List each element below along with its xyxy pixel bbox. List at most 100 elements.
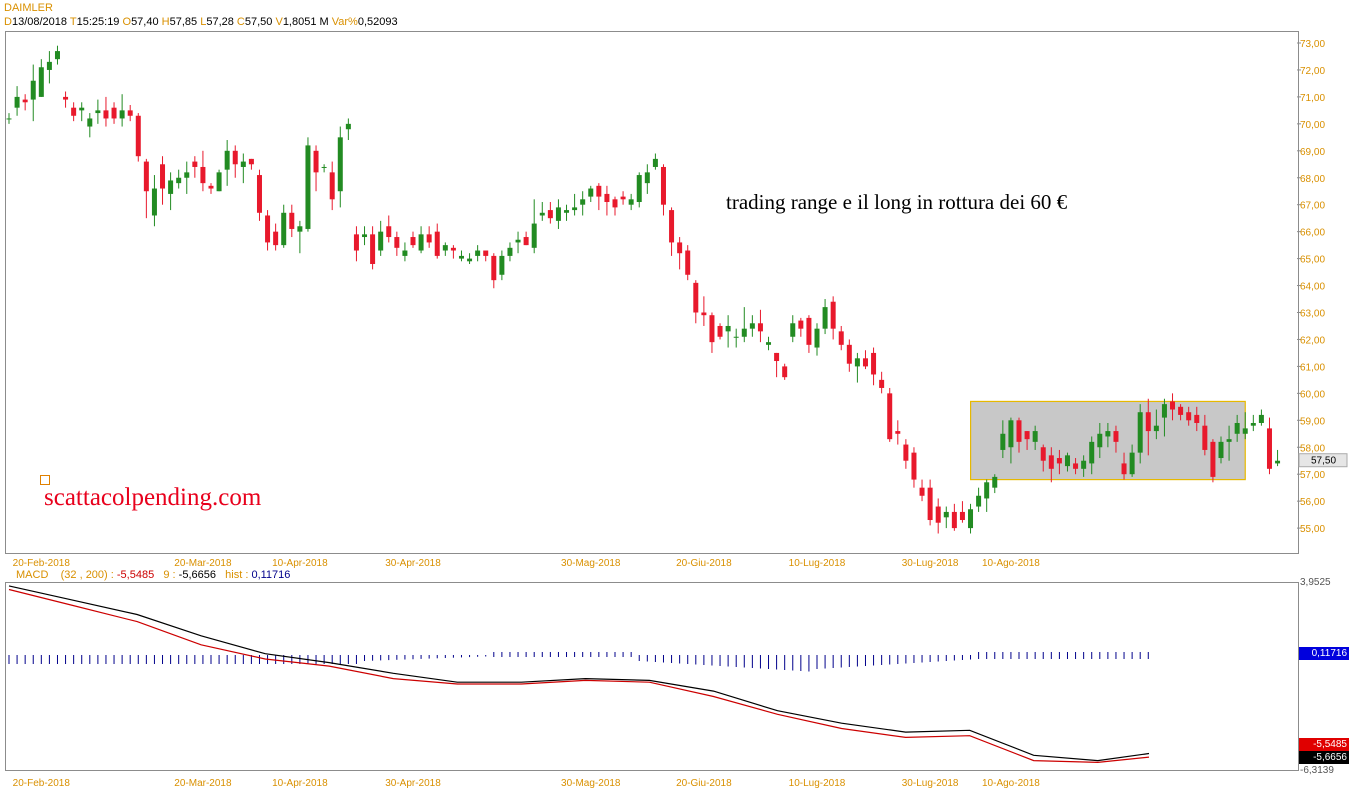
- candle-body: [345, 123, 351, 130]
- candle-body: [184, 172, 190, 178]
- macd-x-tick-label: 30-Lug-2018: [902, 778, 959, 789]
- candle-body: [143, 161, 149, 192]
- candle-body: [927, 487, 933, 521]
- candle-body: [693, 282, 699, 313]
- candle-body: [353, 234, 359, 251]
- candle-body: [943, 511, 949, 518]
- candle-body: [1081, 460, 1087, 469]
- candle-body: [1105, 431, 1111, 437]
- candle-body: [523, 237, 529, 246]
- price-x-tick-label: 20-Mar-2018: [174, 558, 232, 569]
- candle-body: [402, 250, 408, 256]
- price-y-tick-label: 61,00: [1300, 362, 1325, 373]
- candle-body: [1032, 431, 1038, 442]
- candle-body: [846, 344, 852, 364]
- candle-body: [1242, 428, 1248, 434]
- price-y-tick-label: 72,00: [1300, 66, 1325, 77]
- price-y-tick-label: 60,00: [1300, 389, 1325, 400]
- candle-body: [798, 320, 804, 329]
- candle-body: [701, 312, 707, 316]
- price-y-tick-label: 55,00: [1300, 524, 1325, 535]
- candle-body: [232, 150, 238, 165]
- candle-body: [539, 212, 545, 216]
- candle-body: [30, 80, 36, 100]
- candle-body: [22, 99, 28, 103]
- candle-body: [757, 323, 763, 332]
- candle-body: [1129, 452, 1135, 475]
- candle-body: [1024, 431, 1030, 440]
- candle-body: [790, 323, 796, 337]
- candle-body: [313, 150, 319, 173]
- candle-body: [329, 172, 335, 200]
- price-y-tick-label: 64,00: [1300, 282, 1325, 293]
- macd-params: (32 , 200) :: [60, 569, 114, 581]
- low-prefix: L: [200, 16, 207, 28]
- candle-body: [992, 476, 998, 488]
- ohlc-readout: D13/08/2018 T15:25:19 O57,40 H57,85 L57,…: [4, 16, 398, 28]
- candle-body: [208, 185, 214, 189]
- signal-label: 9 :: [163, 569, 176, 581]
- candle-body: [887, 393, 893, 440]
- price-x-tick-label: 10-Ago-2018: [982, 558, 1040, 569]
- macd-chart-panel[interactable]: [5, 582, 1299, 771]
- candle-body: [450, 247, 456, 251]
- candle-body: [766, 342, 772, 345]
- price-y-tick-label: 63,00: [1300, 309, 1325, 320]
- candle-body: [38, 67, 44, 97]
- volume-prefix: V: [275, 16, 283, 28]
- candle-body: [774, 352, 780, 362]
- signal-line: [8, 588, 1150, 764]
- candle-body: [572, 207, 578, 211]
- signal-value: -5,6656: [178, 569, 216, 581]
- candle-body: [1218, 441, 1224, 459]
- candle-body: [612, 199, 618, 208]
- candle-body: [1008, 420, 1014, 448]
- candle-body: [555, 207, 561, 221]
- candle-body: [1161, 404, 1167, 418]
- candle-body: [1040, 447, 1046, 461]
- candle-body: [434, 231, 440, 256]
- candle-body: [54, 51, 60, 60]
- price-y-tick-label: 69,00: [1300, 147, 1325, 158]
- candle-body: [200, 166, 206, 184]
- candle-body: [458, 255, 464, 259]
- candle-body: [959, 511, 965, 521]
- candle-body: [976, 495, 982, 507]
- time-prefix: T: [69, 16, 77, 28]
- candle-body: [63, 96, 69, 100]
- candle-body: [564, 210, 570, 213]
- candle-body: [814, 328, 820, 348]
- candle-body: [1073, 463, 1079, 469]
- candle-body: [168, 180, 174, 194]
- candle-body: [337, 137, 343, 192]
- candle-body: [289, 212, 295, 229]
- candle-body: [911, 452, 917, 480]
- candle-body: [588, 188, 594, 197]
- candle-body: [1234, 422, 1240, 434]
- price-x-tick-label: 20-Feb-2018: [13, 558, 71, 569]
- candle-body: [273, 231, 279, 246]
- candle-body: [968, 509, 974, 529]
- price-y-tick-label: 73,00: [1300, 39, 1325, 50]
- candle-body: [483, 250, 489, 256]
- chart-annotation: trading range e il long in rottura dei 6…: [726, 190, 1068, 214]
- watermark-box-icon: [40, 475, 50, 485]
- candle-body: [410, 237, 416, 246]
- macd-x-tick-label: 10-Lug-2018: [789, 778, 846, 789]
- price-x-tick-label: 10-Apr-2018: [272, 558, 328, 569]
- candle-body: [111, 107, 117, 119]
- candle-body: [677, 242, 683, 254]
- macd-readout: MACD (32 , 200) : -5,5485 9 : -5,6656 hi…: [16, 569, 290, 581]
- low-value: 57,28: [206, 16, 234, 28]
- candle-body: [830, 301, 836, 329]
- candle-body: [871, 352, 877, 375]
- candle-body: [1056, 458, 1062, 464]
- time-value: 15:25:19: [76, 16, 120, 28]
- price-chart: 73,00 72,00 71,00 70,00 69,00 68,00 67,00 66,00…: [6, 39, 1348, 569]
- candle-body: [660, 166, 666, 205]
- price-y-tick-label: 58,00: [1300, 443, 1325, 454]
- high-value: 57,85: [169, 16, 198, 28]
- price-y-tick-label: 65,00: [1300, 255, 1325, 266]
- candle-body: [507, 247, 513, 256]
